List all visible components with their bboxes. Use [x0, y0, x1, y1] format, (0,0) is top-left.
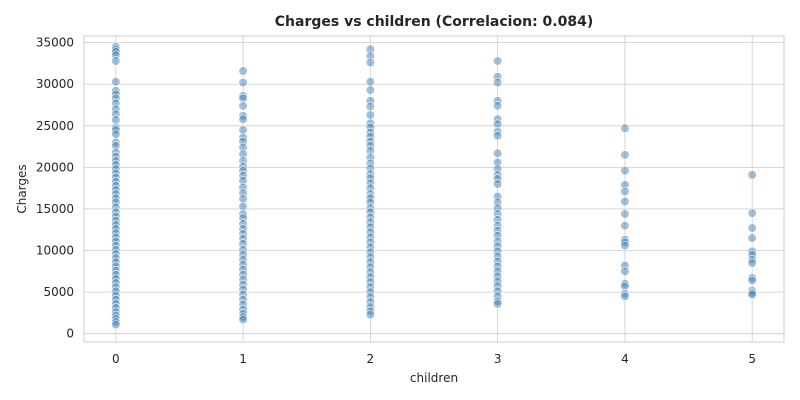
y-tick-label: 10000 [36, 244, 74, 258]
data-point [747, 223, 757, 233]
data-point [365, 85, 375, 95]
data-point [111, 319, 121, 330]
data-point [620, 240, 630, 251]
x-tick-label: 5 [748, 352, 756, 366]
data-point [111, 129, 121, 139]
y-tick-label: 30000 [36, 77, 74, 91]
y-axis-label: Charges [15, 164, 29, 213]
data-point [493, 56, 503, 66]
data-point [620, 166, 630, 176]
data-point [365, 102, 375, 112]
data-point [747, 208, 757, 218]
y-tick-label: 5000 [43, 285, 74, 299]
data-point [620, 196, 630, 207]
x-tick-labels: 0 1 2 3 4 5 [112, 352, 756, 366]
x-tick-label: 0 [112, 352, 120, 366]
data-point [238, 66, 248, 76]
data-point [747, 275, 757, 286]
y-tick-label: 15000 [36, 202, 74, 216]
chart-title: Charges vs children (Correlacion: 0.084) [275, 14, 593, 30]
data-point [365, 309, 375, 320]
y-tick-label: 20000 [36, 160, 74, 174]
data-point [747, 170, 757, 180]
data-point [747, 258, 757, 268]
data-point [493, 148, 503, 158]
data-point [365, 110, 375, 120]
x-tick-label: 3 [494, 352, 502, 366]
grid [84, 36, 784, 342]
data-point [365, 77, 375, 87]
data-point [493, 299, 503, 309]
data-point [365, 58, 375, 68]
x-tick-label: 2 [367, 352, 375, 366]
x-tick-label: 4 [621, 352, 629, 366]
x-tick-label: 1 [239, 352, 247, 366]
data-point [238, 101, 248, 111]
data-point [493, 101, 503, 111]
data-points [111, 42, 757, 330]
data-point [747, 290, 757, 300]
data-point [111, 77, 121, 87]
data-point [620, 150, 630, 160]
data-point [238, 114, 248, 124]
data-point [620, 209, 630, 219]
y-tick-label: 25000 [36, 119, 74, 133]
data-point [493, 131, 503, 141]
y-tick-label: 0 [66, 327, 74, 341]
data-point [238, 77, 248, 88]
data-point [620, 220, 630, 231]
y-tick-label: 35000 [36, 36, 74, 50]
x-axis-label: children [410, 371, 458, 385]
plot-frame [83, 35, 785, 343]
data-point [111, 56, 121, 66]
data-point [747, 233, 757, 243]
data-point [620, 123, 630, 133]
data-point [493, 77, 503, 88]
data-point [620, 266, 630, 276]
y-tick-labels: 0 5000 10000 15000 20000 25000 30000 35000 [36, 36, 74, 341]
data-point [493, 179, 503, 189]
data-point [238, 314, 248, 325]
data-point [620, 291, 630, 301]
data-point [620, 186, 630, 197]
